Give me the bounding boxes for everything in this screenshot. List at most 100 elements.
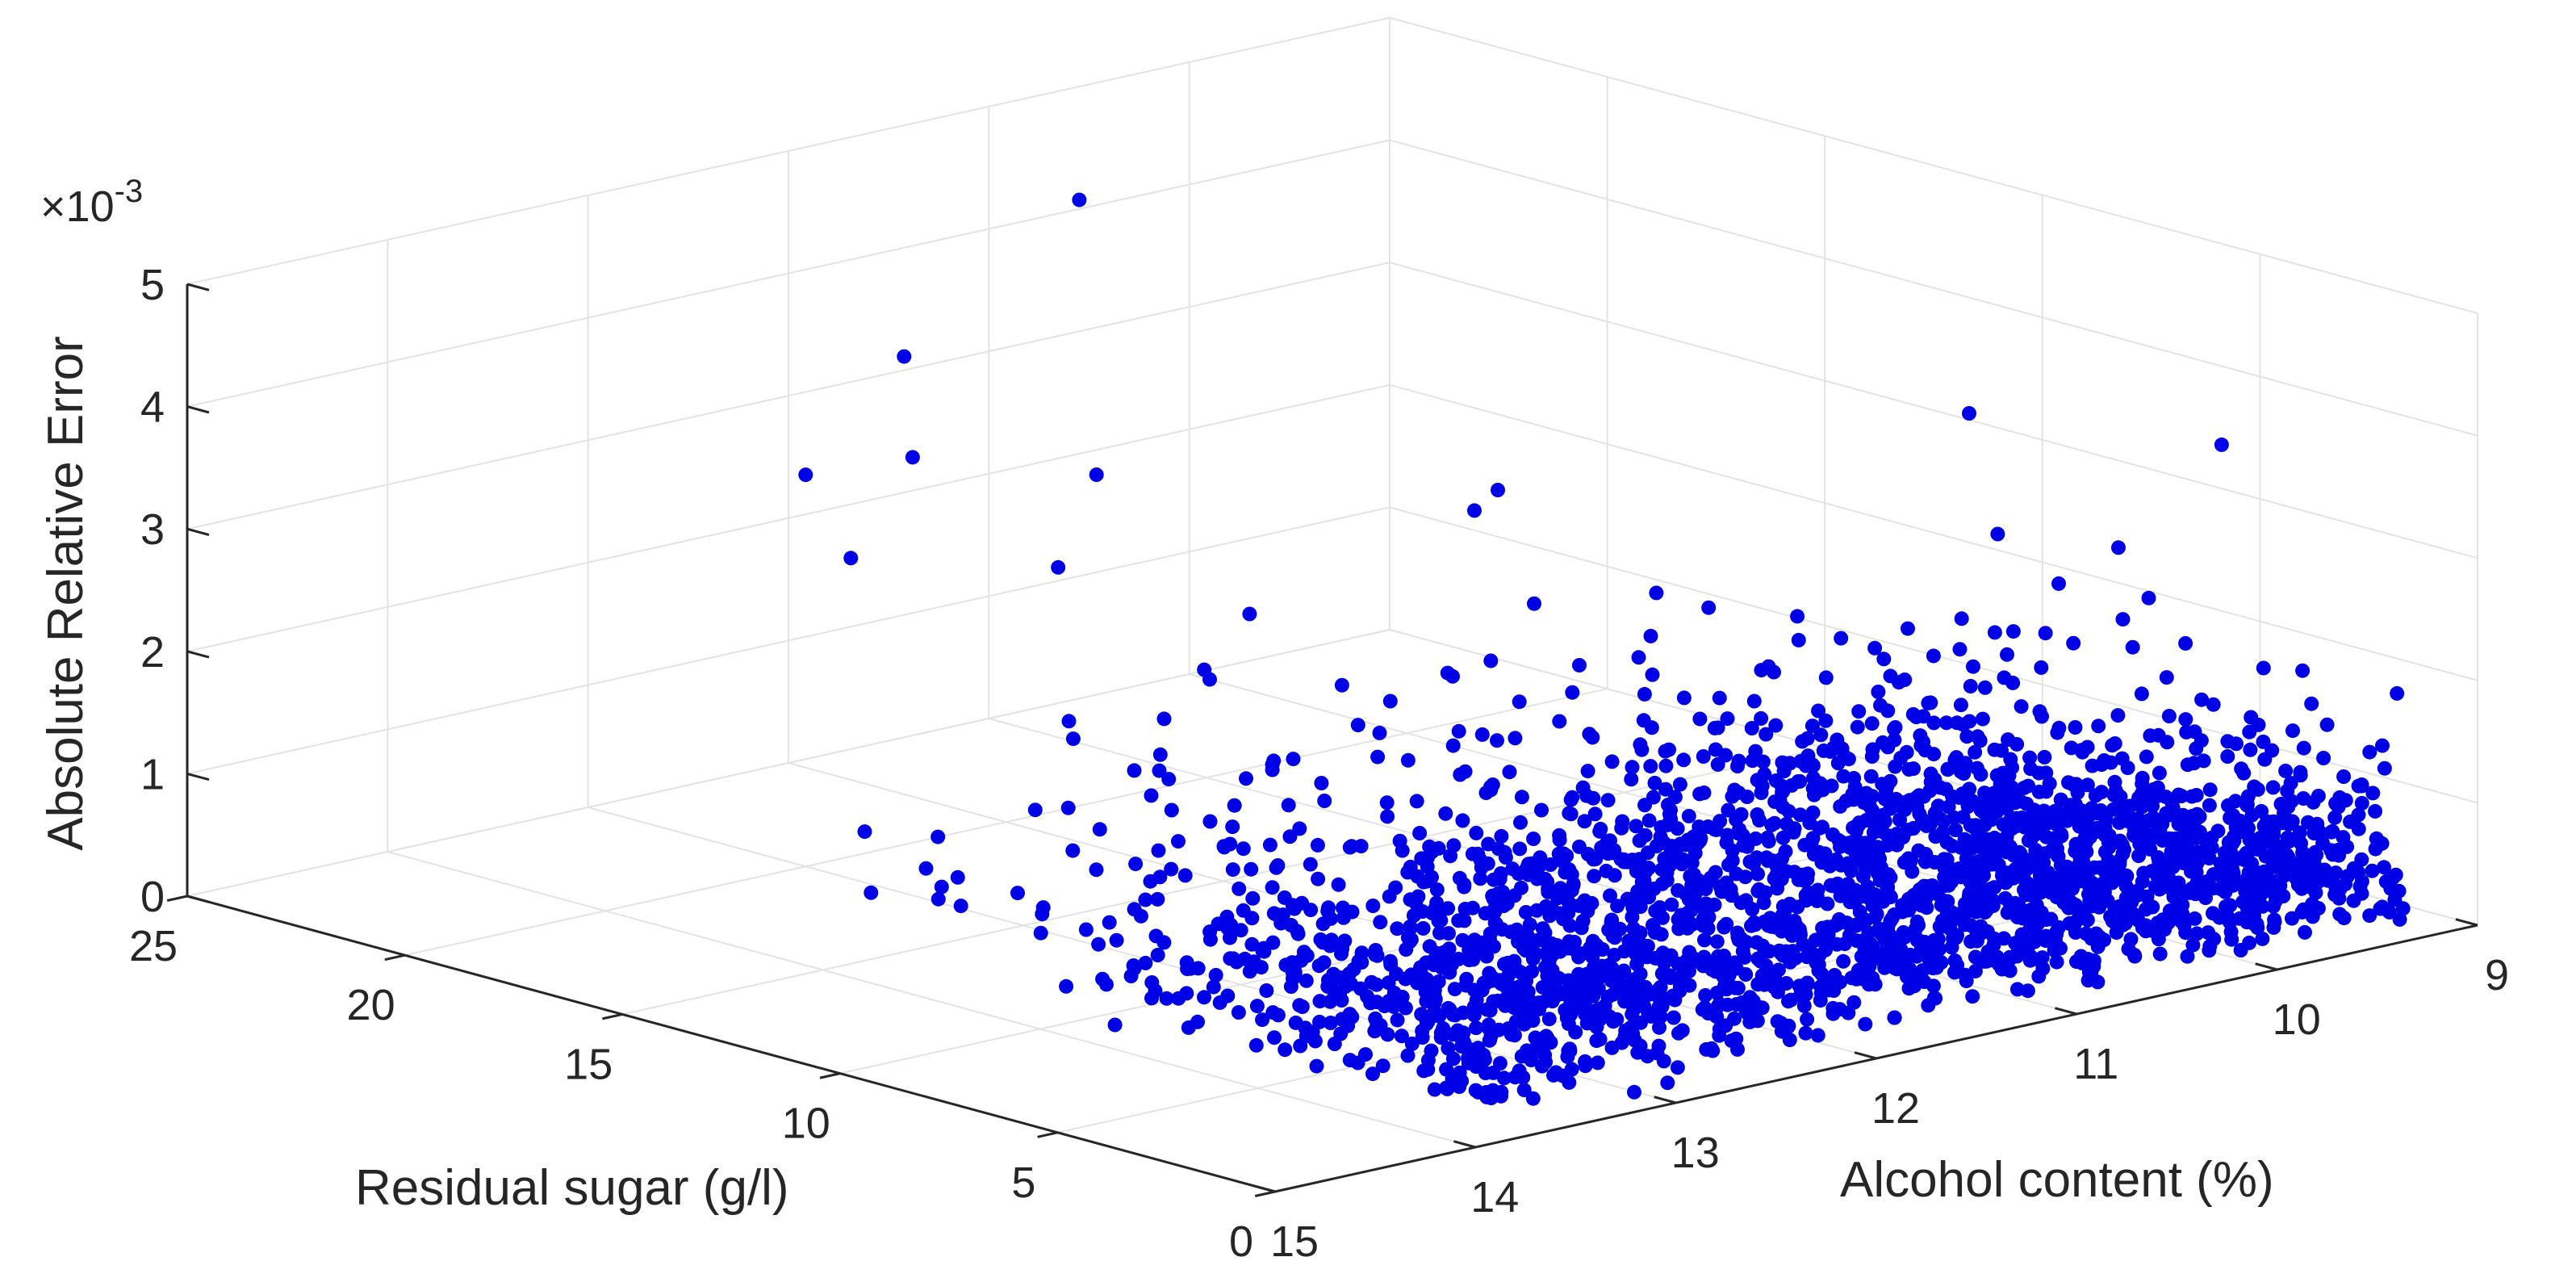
data-point [1980,924,1995,939]
data-point [2202,782,2218,798]
data-point [1107,1017,1123,1033]
data-point [2139,749,2154,765]
data-point [2034,950,2050,966]
data-point [1567,934,1582,949]
data-point [1217,840,1232,855]
data-point [1455,813,1470,828]
data-point [1699,1041,1714,1057]
data-point [1812,820,1827,836]
data-point [1454,1074,1470,1088]
data-point [1684,855,1700,870]
data-point [1692,786,1708,802]
data-point [1433,913,1449,928]
data-point [1681,892,1696,907]
data-point [1152,763,1167,778]
data-point [1730,759,1745,773]
data-point [2295,663,2310,678]
data-point [1992,781,2007,797]
data-point [2365,786,2381,801]
data-point [1959,974,1974,989]
data-point [1609,1012,1625,1027]
data-point [1963,934,1979,949]
data-point [1441,901,1456,916]
data-point [1514,790,1529,805]
data-point [1323,938,1337,953]
data-point [1604,754,1620,769]
data-point [1562,806,1577,821]
data-point [1919,818,1934,833]
data-point [1877,814,1892,829]
data-point [2201,925,2216,941]
data-point [2169,902,2185,916]
data-point [1445,1051,1461,1066]
data-point [1950,715,1964,731]
data-point [2340,869,2356,884]
data-point [1524,939,1540,954]
data-point [1242,606,1257,622]
data-point [1876,652,1892,667]
data-point [2244,807,2260,823]
y-tick-label: 15 [564,1040,613,1088]
data-point [1978,790,1993,806]
data-point [2086,953,2101,968]
data-point [1985,898,2001,913]
data-point [2066,635,2081,651]
data-point [2223,924,2239,940]
data-point [1836,953,1851,969]
data-point [2096,807,2110,822]
data-point [1473,871,1488,886]
data-point [1227,798,1242,813]
data-point [2150,818,2165,833]
data-point [905,450,920,465]
data-point [1634,874,1650,890]
data-point [1768,718,1784,733]
data-point [1815,920,1830,936]
data-point [1953,698,1968,713]
data-point [1171,834,1186,849]
data-point [1486,994,1501,1009]
data-point [1720,711,1735,727]
data-point [2036,855,2051,870]
data-point [1239,771,1253,786]
data-point [1089,467,1104,482]
data-point [2174,789,2189,803]
data-point [1775,948,1791,963]
data-point [1474,983,1490,998]
data-point [1480,856,1495,871]
data-point [2328,796,2344,811]
data-point [1202,814,1218,829]
data-point [1419,994,1434,1009]
data-point [2218,899,2233,914]
data-point [1603,888,1617,903]
data-point [1469,825,1484,840]
data-point [2374,899,2390,915]
data-point [2032,704,2047,719]
data-point [1692,711,1708,727]
data-point [2340,839,2355,854]
data-point [2227,853,2243,868]
data-point [1755,754,1771,769]
data-point [1806,847,1821,862]
data-point [1697,932,1712,948]
data-point [1610,899,1625,914]
data-point [1565,790,1580,805]
data-point [2250,842,2265,857]
data-point [1265,880,1280,895]
data-point [1817,846,1833,861]
data-point [1818,713,1834,728]
data-point [1334,1012,1349,1027]
data-point [1962,714,1977,729]
data-point [2047,943,2062,957]
data-point [1858,1016,1873,1032]
data-point [2050,848,2065,863]
floor-grid-y [621,747,1825,1016]
data-point [1469,1020,1483,1036]
data-point [1976,805,1992,820]
data-point [2161,709,2177,723]
data-point [2136,823,2152,839]
data-point [2034,660,2049,675]
data-point [1512,1063,1527,1079]
data-point [1813,979,1829,995]
x-tick-label: 14 [1470,1173,1519,1221]
data-point [1541,957,1556,973]
